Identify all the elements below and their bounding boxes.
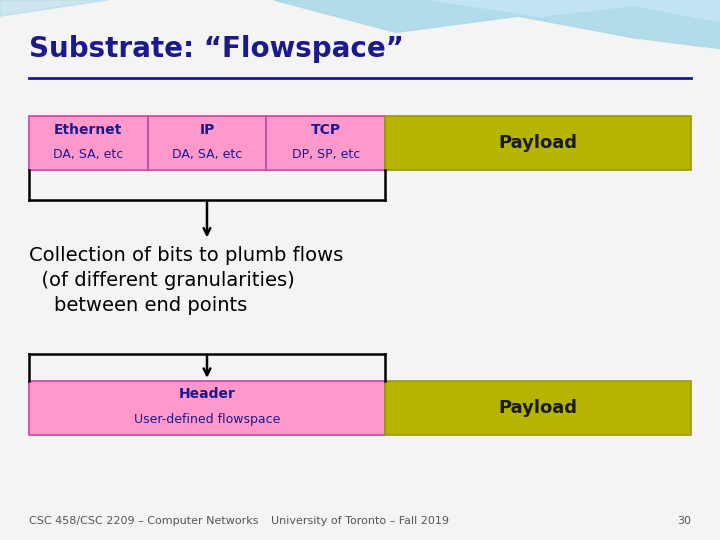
- Bar: [385, 116, 691, 170]
- Text: 30: 30: [678, 516, 691, 526]
- Bar: [29, 116, 148, 170]
- Text: Collection of bits to plumb flows
  (of different granularities)
    between end: Collection of bits to plumb flows (of di…: [29, 246, 343, 315]
- Polygon shape: [432, 0, 720, 22]
- Bar: [385, 381, 691, 435]
- Text: Header: Header: [179, 387, 235, 401]
- Text: CSC 458/CSC 2209 – Computer Networks: CSC 458/CSC 2209 – Computer Networks: [29, 516, 258, 526]
- Text: TCP: TCP: [311, 123, 341, 137]
- Polygon shape: [274, 0, 720, 49]
- Text: Payload: Payload: [499, 134, 577, 152]
- Text: University of Toronto – Fall 2019: University of Toronto – Fall 2019: [271, 516, 449, 526]
- Text: IP: IP: [199, 123, 215, 137]
- Text: Substrate: “Flowspace”: Substrate: “Flowspace”: [29, 35, 404, 63]
- Text: DA, SA, etc: DA, SA, etc: [172, 148, 242, 161]
- Bar: [148, 116, 266, 170]
- Text: Ethernet: Ethernet: [54, 123, 122, 137]
- Polygon shape: [0, 0, 108, 16]
- Text: DA, SA, etc: DA, SA, etc: [53, 148, 123, 161]
- Bar: [29, 381, 385, 435]
- Text: Payload: Payload: [499, 399, 577, 417]
- Text: DP, SP, etc: DP, SP, etc: [292, 148, 360, 161]
- Text: User-defined flowspace: User-defined flowspace: [134, 413, 280, 426]
- Bar: [266, 116, 385, 170]
